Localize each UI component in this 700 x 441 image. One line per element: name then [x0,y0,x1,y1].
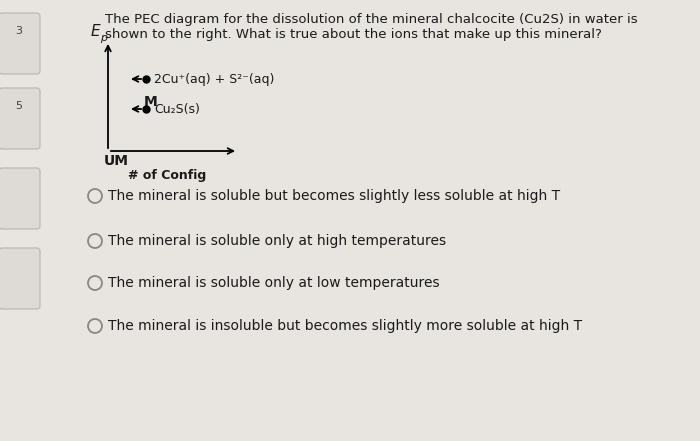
Text: The PEC diagram for the dissolution of the mineral chalcocite (Cu2S) in water is: The PEC diagram for the dissolution of t… [105,13,638,26]
Text: p: p [100,33,107,43]
Text: 5: 5 [15,101,22,111]
Text: The mineral is soluble but becomes slightly less soluble at high T: The mineral is soluble but becomes sligh… [108,189,560,203]
Text: Cu₂S(s): Cu₂S(s) [154,102,200,116]
Text: 2Cu⁺(aq) + S²⁻(aq): 2Cu⁺(aq) + S²⁻(aq) [154,72,274,86]
FancyBboxPatch shape [0,168,40,229]
Text: The mineral is insoluble but becomes slightly more soluble at high T: The mineral is insoluble but becomes sli… [108,319,582,333]
Text: shown to the right. What is true about the ions that make up this mineral?: shown to the right. What is true about t… [105,28,602,41]
Text: 3: 3 [15,26,22,36]
Text: UM: UM [104,154,129,168]
FancyBboxPatch shape [0,13,40,74]
Text: M: M [144,95,158,109]
Text: E: E [90,24,100,39]
Text: The mineral is soluble only at high temperatures: The mineral is soluble only at high temp… [108,234,446,248]
Text: The mineral is soluble only at low temperatures: The mineral is soluble only at low tempe… [108,276,440,290]
FancyBboxPatch shape [0,248,40,309]
Text: # of Config: # of Config [128,169,206,182]
FancyBboxPatch shape [0,88,40,149]
